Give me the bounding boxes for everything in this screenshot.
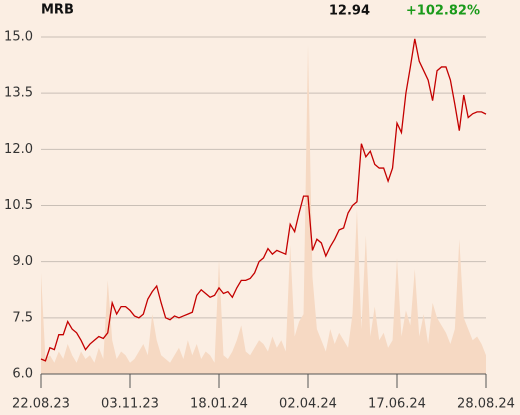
x-tick-label: 17.06.24 — [368, 397, 426, 412]
price-label: 12.94 — [329, 4, 370, 19]
y-tick-label: 6.0 — [12, 367, 33, 382]
price-line — [40, 38, 487, 362]
x-tick-label: 28.08.24 — [457, 397, 515, 412]
y-tick-label: 7.5 — [12, 310, 33, 325]
x-tick-label: 03.11.23 — [101, 397, 159, 412]
x-tick-label: 02.04.24 — [279, 397, 337, 412]
y-tick-label: 10.5 — [4, 198, 33, 213]
x-tick-label: 18.01.24 — [190, 397, 248, 412]
y-tick-label: 15.0 — [4, 30, 33, 45]
chart-title: MRB — [41, 3, 74, 18]
change-label: +102.82% — [406, 4, 480, 19]
y-tick-label: 9.0 — [12, 254, 33, 269]
x-tick-label: 22.08.23 — [12, 397, 70, 412]
y-tick-label: 12.0 — [4, 142, 33, 157]
volume-area — [41, 44, 486, 375]
y-tick-label: 13.5 — [4, 86, 33, 101]
